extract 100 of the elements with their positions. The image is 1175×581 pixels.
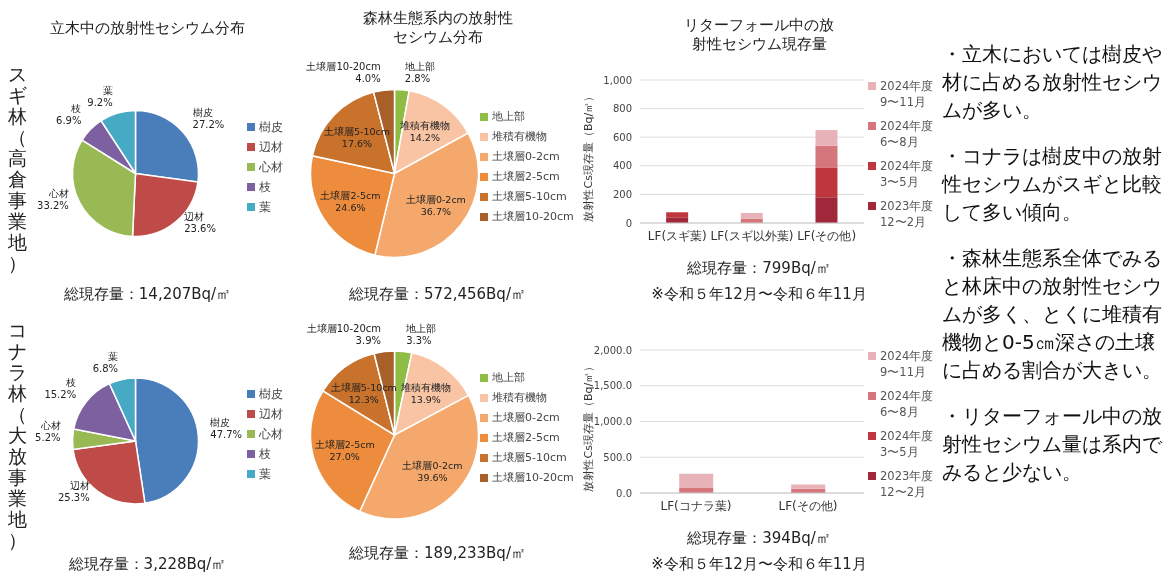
legend-label: 土壌層5-10cm bbox=[492, 450, 567, 466]
data-label: 47.7% bbox=[210, 428, 243, 440]
text: 総現存量：3,228Bq/㎡ bbox=[67, 554, 228, 575]
slice-label: 辺材 bbox=[184, 210, 205, 222]
x-tick-label: LF(その他) bbox=[778, 498, 838, 513]
bar bbox=[815, 130, 838, 146]
text: ・森林生態系全体でみると林床中の放射性セシウムが多く、とくに堆積有機物と0-5㎝深さの土壌に占める割合が大きい。 bbox=[942, 245, 1163, 384]
slice-label: 枝 bbox=[65, 376, 77, 388]
data-label: 33.2% bbox=[37, 200, 69, 212]
data-label: 9.2% bbox=[87, 96, 113, 108]
y-tick-label: 1,000.0 bbox=[593, 416, 632, 428]
y-axis-title: 放射性Cs現存量（Bq/㎡） bbox=[581, 90, 595, 222]
legend-label: 土壌層0-2cm bbox=[492, 148, 560, 165]
text: ※令和５年12月〜令和６年11月 bbox=[650, 554, 868, 575]
legend-label: 2024年度 9〜11月 bbox=[880, 347, 935, 380]
legend-label: 心材 bbox=[259, 425, 283, 442]
legend-label: 葉 bbox=[259, 465, 271, 482]
legend-label: 枝 bbox=[259, 178, 271, 195]
bar bbox=[679, 473, 714, 488]
y-tick-label: 0 bbox=[625, 217, 632, 229]
data-label: 2.8% bbox=[404, 72, 431, 84]
chart-title: 森林生態系内の放射性セシウム分布 bbox=[362, 9, 513, 47]
text: ・リターフォール中の放射性セシウム量は系内でみると少ない。 bbox=[942, 403, 1163, 486]
data-label: 12.3% bbox=[348, 393, 379, 405]
legend-label: 樹皮 bbox=[259, 118, 283, 135]
text: 総現存量：572,456Bq/㎡ bbox=[348, 284, 527, 305]
data-label: 3.3% bbox=[406, 334, 432, 346]
data-label: 25.3% bbox=[57, 491, 90, 503]
data-label: 39.6% bbox=[417, 471, 448, 483]
slice-label: 葉 bbox=[102, 84, 113, 96]
bar bbox=[740, 212, 763, 219]
y-tick-label: 500.0 bbox=[603, 451, 632, 463]
slice-label: 堆積有機物 bbox=[399, 382, 451, 394]
y-tick-label: 200 bbox=[612, 188, 632, 200]
y-tick-label: 1,500.0 bbox=[593, 380, 632, 392]
data-label: 15.2% bbox=[44, 388, 77, 400]
legend-label: 辺材 bbox=[259, 138, 283, 155]
y-tick-label: 1,000 bbox=[603, 74, 632, 86]
slice-label: 枝 bbox=[70, 103, 82, 115]
legend-label: 2023年度 12〜2月 bbox=[880, 467, 935, 500]
legend-label: 土壌層10-20cm bbox=[492, 470, 574, 486]
data-label: 5.2% bbox=[35, 431, 61, 443]
y-tick-label: 2,000.0 bbox=[593, 344, 632, 356]
data-label: 27.2% bbox=[192, 118, 225, 130]
data-label: 23.6% bbox=[184, 222, 216, 234]
text: 総現存量：189,233Bq/㎡ bbox=[348, 543, 527, 564]
legend-label: 2024年度 6〜8月 bbox=[880, 387, 935, 420]
y-axis-title: 放射性Cs現存量（Bq/㎡） bbox=[581, 360, 595, 492]
legend-label: 地上部 bbox=[492, 370, 525, 386]
legend-label: 辺材 bbox=[259, 405, 283, 422]
chart-title: リターフォール中の放射性セシウム現存量 bbox=[683, 16, 835, 54]
bar bbox=[815, 145, 838, 168]
data-label: 27.0% bbox=[329, 451, 360, 463]
data-label: 13.9% bbox=[410, 394, 441, 406]
slice-label: 辺材 bbox=[69, 479, 90, 491]
legend-label: 2024年度 6〜8月 bbox=[880, 117, 935, 150]
text: 総現存量：394Bq/㎡ bbox=[686, 528, 832, 549]
text: ・立木においては樹皮や材に占める放射性セシウムが多い。 bbox=[942, 41, 1163, 124]
legend-label: 土壌層10-20cm bbox=[492, 208, 574, 225]
legend-label: 地上部 bbox=[492, 108, 525, 125]
data-label: 3.9% bbox=[355, 334, 382, 346]
text: コナラ林（大放事業地） bbox=[7, 319, 27, 551]
slice-label: 土壌層2-5cm bbox=[314, 439, 375, 451]
slice-label: 心材 bbox=[47, 188, 69, 200]
data-label: 6.9% bbox=[56, 115, 82, 127]
legend-label: 土壌層2-5cm bbox=[492, 168, 560, 185]
data-label: 14.2% bbox=[409, 132, 440, 144]
data-label: 36.7% bbox=[420, 206, 451, 218]
slice-label: 樹皮 bbox=[192, 106, 213, 118]
bar bbox=[791, 484, 826, 489]
bar bbox=[815, 167, 838, 198]
legend-label: 2024年度 9〜11月 bbox=[880, 77, 935, 110]
slice-label: 樹皮 bbox=[210, 416, 231, 428]
x-tick-label: LF(その他) bbox=[797, 228, 857, 243]
slice-label: 土壌層10-20cm bbox=[306, 61, 381, 73]
slice-label: 葉 bbox=[108, 350, 119, 362]
bar bbox=[815, 197, 838, 223]
slice-label: 地上部 bbox=[403, 60, 435, 72]
slice-label: 土壌層10-20cm bbox=[306, 322, 382, 334]
slice-label: 地上部 bbox=[405, 322, 437, 334]
data-label: 24.6% bbox=[335, 202, 366, 214]
slice-label: 堆積有機物 bbox=[398, 120, 450, 132]
text: 総現存量：14,207Bq/㎡ bbox=[62, 284, 233, 305]
legend-label: 葉 bbox=[259, 198, 271, 215]
legend-label: 心材 bbox=[259, 158, 283, 175]
y-tick-label: 600 bbox=[612, 131, 632, 143]
slice-label: 心材 bbox=[39, 419, 61, 431]
y-tick-label: 800 bbox=[612, 103, 632, 115]
legend-label: 2024年度 3〜5月 bbox=[880, 157, 935, 190]
x-tick-label: LF(コナラ葉) bbox=[660, 498, 732, 513]
legend-label: 枝 bbox=[259, 445, 271, 462]
slice-label: 土壌層0-2cm bbox=[405, 194, 466, 206]
x-tick-label: LF(スギ以外葉) bbox=[710, 228, 794, 243]
legend-label: 樹皮 bbox=[259, 385, 283, 402]
y-tick-label: 0.0 bbox=[616, 487, 632, 499]
text: ※令和５年12月〜令和６年11月 bbox=[650, 284, 868, 305]
chart-title: 立木中の放射性セシウム分布 bbox=[49, 18, 246, 38]
legend-label: 土壌層2-5cm bbox=[492, 430, 560, 446]
data-label: 4.0% bbox=[355, 73, 381, 85]
text: 総現存量：799Bq/㎡ bbox=[686, 258, 832, 279]
